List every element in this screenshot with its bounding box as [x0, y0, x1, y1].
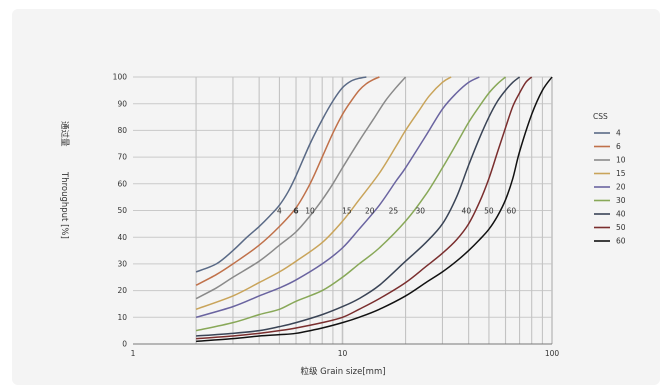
size-label: 25 [389, 207, 399, 216]
size-label: 30 [415, 207, 425, 216]
size-labels: 4 6 10 15 20 25 30 40 50 60 [277, 207, 516, 216]
y-tick-label: 0 [122, 340, 127, 349]
series-line-60 [196, 76, 553, 343]
series-line-40 [196, 76, 521, 337]
series-line-10 [195, 76, 407, 300]
y-tick-label: 20 [117, 286, 127, 295]
y-tick-label: 10 [117, 313, 127, 322]
legend: 4 6 10 15 20 30 40 50 60 [594, 129, 626, 246]
size-label: 40 [462, 207, 472, 216]
y-axis-title-cn: 通过量 [59, 121, 70, 147]
series-line-15 [195, 76, 452, 310]
series-lines [195, 76, 553, 343]
x-tick-label: 10 [338, 349, 348, 358]
y-tick-label: 70 [117, 153, 127, 162]
legend-label: 4 [616, 129, 621, 138]
series-line-4 [195, 76, 367, 273]
x-tick-label: 1 [131, 349, 136, 358]
size-label: 4 [277, 207, 282, 216]
size-label: 6 [293, 207, 298, 216]
x-tick-label: 100 [545, 349, 560, 358]
y-tick-label: 30 [117, 260, 127, 269]
legend-label: 6 [616, 142, 621, 151]
legend-label: 50 [616, 223, 626, 232]
y-axis-title-en: Throughput [%] [59, 171, 69, 239]
y-tick-label: 90 [117, 99, 127, 108]
grid [133, 76, 553, 345]
size-label: 60 [507, 207, 517, 216]
y-tick-label: 80 [117, 126, 127, 135]
series-line-6 [195, 76, 380, 286]
legend-label: 20 [616, 183, 626, 192]
legend-label: 40 [616, 210, 626, 219]
legend-label: 30 [616, 196, 626, 205]
legend-label: 15 [616, 169, 626, 178]
y-tick-label: 50 [117, 206, 127, 215]
size-label: 20 [365, 207, 375, 216]
legend-title: CSS [593, 112, 608, 121]
size-label: 50 [484, 207, 494, 216]
legend-label: 10 [616, 156, 626, 165]
y-tick-label: 100 [113, 73, 128, 82]
y-tick-label: 40 [117, 233, 127, 242]
series-line-50 [196, 76, 533, 340]
series-line-20 [195, 76, 480, 319]
size-label: 10 [305, 207, 315, 216]
x-axis-title: 粒级 Grain size[mm] [300, 366, 385, 377]
legend-label: 60 [616, 237, 626, 246]
series-line-30 [195, 76, 507, 332]
y-tick-label: 60 [117, 179, 127, 188]
size-label: 15 [342, 207, 352, 216]
